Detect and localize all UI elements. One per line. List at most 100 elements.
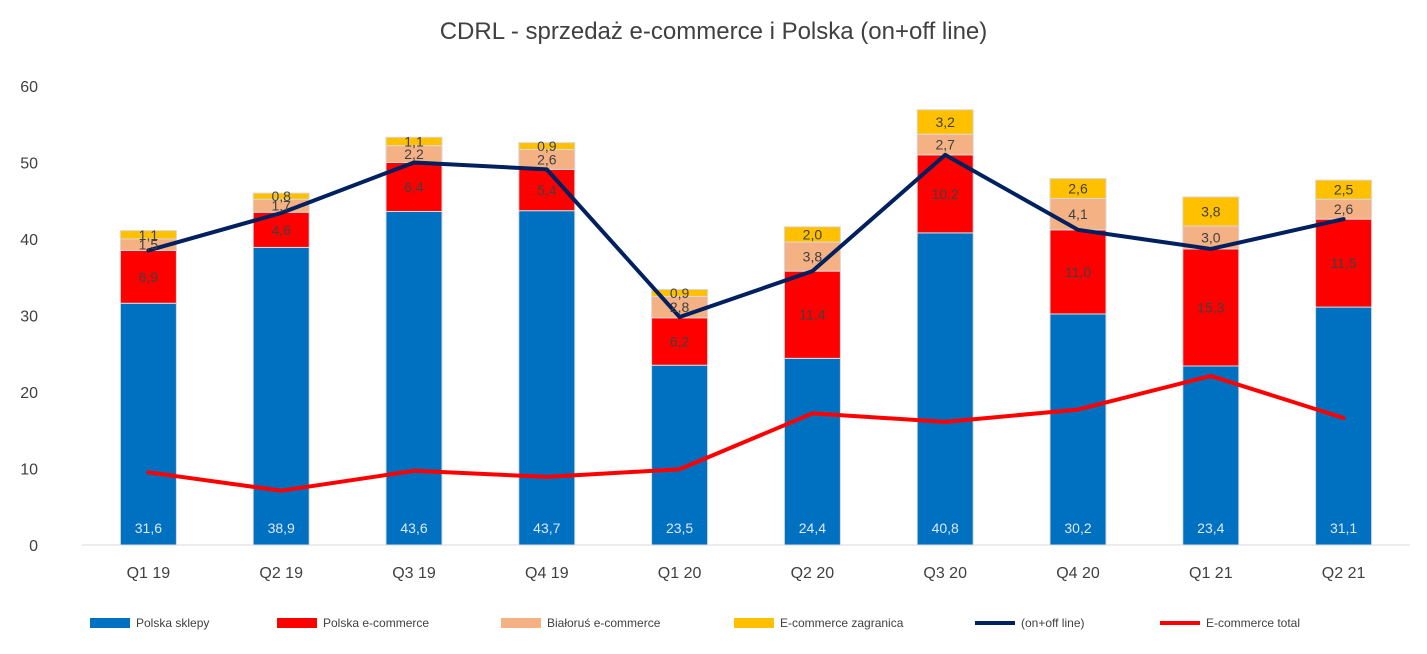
data-label: 4,6	[271, 222, 291, 238]
bar-segment	[651, 317, 709, 366]
data-label: 5,4	[537, 182, 557, 198]
bar-segment	[1049, 229, 1107, 315]
bar-segment	[1315, 306, 1373, 546]
data-label: 6,4	[404, 179, 424, 195]
legend-label: E-commerce total	[1206, 616, 1300, 630]
y-tick-label: 0	[29, 538, 38, 555]
data-label: 43,6	[400, 520, 427, 536]
data-label: 2,6	[1068, 181, 1088, 197]
bar-segment	[1182, 248, 1240, 367]
bar-segment	[916, 109, 974, 135]
bar-segment	[1182, 365, 1240, 546]
legend-label: E-commerce zagranica	[780, 616, 904, 630]
data-label: 2,6	[1334, 201, 1354, 217]
data-label: 3,8	[803, 249, 823, 265]
x-tick-label: Q2 21	[1322, 565, 1366, 582]
x-tick-label: Q1 21	[1189, 565, 1233, 582]
data-label: 10,2	[932, 186, 959, 202]
series-line	[146, 152, 1346, 320]
data-label: 2,5	[1334, 182, 1354, 198]
bar-segment	[1049, 313, 1107, 546]
bar-segment	[783, 357, 841, 546]
chart-title: CDRL - sprzedaż e-commerce i Polska (on+…	[439, 18, 988, 45]
y-tick-label: 20	[20, 385, 38, 402]
bar-segment	[518, 142, 576, 150]
bar-segment	[119, 249, 177, 304]
data-label: 2,8	[670, 299, 690, 315]
data-label: 31,6	[135, 520, 162, 536]
data-label: 0,8	[271, 188, 291, 204]
bar-segment	[252, 192, 310, 200]
data-label: 0,9	[537, 138, 557, 154]
data-label: 1,7	[271, 198, 291, 214]
data-label: 3,0	[1201, 229, 1221, 245]
y-tick-label: 10	[20, 462, 38, 479]
bar-segment	[119, 230, 177, 240]
bar-segment	[252, 246, 310, 546]
data-label: 3,8	[1201, 203, 1221, 219]
x-tick-label: Q2 19	[259, 565, 303, 582]
data-label: 11,4	[799, 307, 825, 323]
bar-segment	[651, 288, 709, 297]
x-tick-label: Q1 19	[127, 565, 171, 582]
data-label: 4,1	[1068, 206, 1088, 222]
y-tick-label: 50	[20, 156, 38, 173]
data-label: 43,7	[533, 520, 560, 536]
line-series: 31,66,91,51,138,94,61,70,843,66,42,21,14…	[135, 114, 1358, 536]
data-label: 38,9	[268, 520, 295, 536]
bar-segment	[119, 302, 177, 546]
bar-segment	[1182, 196, 1240, 227]
legend-swatch	[90, 618, 130, 628]
y-tick-label: 60	[20, 79, 38, 96]
x-tick-label: Q3 19	[392, 565, 436, 582]
data-label: 6,2	[670, 334, 690, 350]
data-label: 0,9	[670, 285, 690, 301]
x-tick-label: Q2 20	[791, 565, 835, 582]
bar-segment	[1049, 178, 1107, 199]
x-axis: Q1 19 Q2 19 Q3 19 Q4 19 Q1 20 Q2 20 Q3 20 Q4 20…	[82, 544, 1410, 582]
y-axis: 0 10 20 30 40 50 60	[20, 79, 38, 555]
data-label: 2,0	[803, 226, 823, 242]
data-label: 23,4	[1197, 520, 1224, 536]
bar-segment	[385, 210, 443, 546]
data-label: 15,3	[1197, 299, 1224, 315]
legend-label: Polska sklepy	[136, 616, 209, 630]
bar-segment	[385, 136, 443, 147]
bar-segment	[916, 232, 974, 546]
data-label: 31,1	[1330, 520, 1357, 536]
data-label: 1,1	[139, 227, 159, 243]
data-label: 30,2	[1064, 520, 1091, 536]
data-label: 23,5	[666, 520, 693, 536]
bar-segment	[1315, 218, 1373, 308]
data-label: 24,4	[799, 520, 826, 536]
legend-swatch	[277, 618, 317, 628]
y-tick-label: 30	[20, 309, 38, 326]
legend-swatch	[734, 618, 774, 628]
legend-label: Białoruś e-commerce	[547, 616, 661, 630]
bar-segment	[1315, 179, 1373, 200]
x-tick-label: Q1 20	[658, 565, 702, 582]
bar-segment	[518, 210, 576, 546]
x-tick-label: Q3 20	[923, 565, 967, 582]
legend-label: (on+off line)	[1021, 616, 1085, 630]
bar-segment	[783, 270, 841, 359]
y-tick-label: 40	[20, 232, 38, 249]
series-line	[146, 373, 1346, 493]
data-label: 1,5	[139, 237, 159, 253]
bar-segment	[651, 364, 709, 546]
legend: Polska sklepy Polska e-commerce Białoruś e…	[90, 616, 1300, 630]
legend-swatch	[501, 618, 541, 628]
data-label: 2,7	[935, 137, 955, 153]
data-label: 40,8	[932, 520, 959, 536]
data-label: 2,2	[404, 146, 424, 162]
data-label: 11,5	[1330, 255, 1356, 271]
x-tick-label: Q4 19	[525, 565, 569, 582]
legend-label: Polska e-commerce	[323, 616, 429, 630]
data-label: 6,9	[139, 269, 159, 285]
data-label: 1,1	[404, 133, 424, 149]
bar-segment	[783, 226, 841, 243]
bar-segment	[916, 154, 974, 234]
stacked-bars	[119, 109, 1373, 546]
data-label: 11,0	[1065, 264, 1091, 280]
